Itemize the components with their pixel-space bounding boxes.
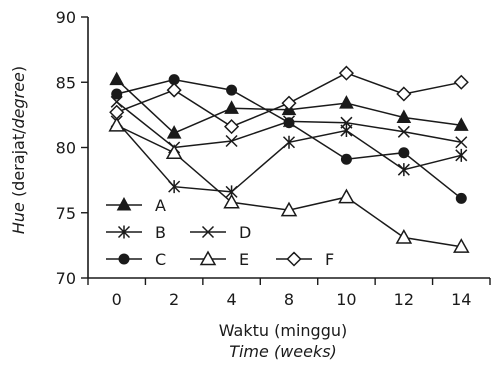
y-axis-title-english: degree xyxy=(9,72,28,129)
data-point-c xyxy=(111,88,123,100)
data-point-a xyxy=(396,109,412,123)
data-point-b xyxy=(455,148,468,162)
x-tick-label: 10 xyxy=(336,290,356,309)
legend-label-e: E xyxy=(239,250,249,269)
data-point-e xyxy=(338,188,355,204)
series-layer xyxy=(108,65,470,253)
data-point-d xyxy=(282,115,296,128)
x-axis-title: Waktu (minggu) xyxy=(219,321,347,340)
y-axis-title-main: Hue xyxy=(9,202,28,234)
data-point-e xyxy=(395,229,413,244)
x-axis-title-english: Time (weeks) xyxy=(229,342,337,361)
series-b xyxy=(110,114,468,199)
data-point-c xyxy=(226,84,238,96)
y-axis-title-paren-close: ) xyxy=(9,66,28,72)
data-point-a xyxy=(339,95,354,109)
y-tick-label: 75 xyxy=(56,204,76,223)
axes: 70 75 80 85 90 0 2 4 8 10 12 14 xyxy=(56,8,491,309)
data-point-e xyxy=(223,193,240,209)
legend-label-d: D xyxy=(239,223,251,242)
data-point-f xyxy=(281,95,297,111)
data-point-e xyxy=(453,238,470,253)
legend-marker-e xyxy=(199,250,217,266)
legend-item-e: E xyxy=(190,250,249,269)
legend-label-f: F xyxy=(325,250,334,269)
x-tick-label: 0 xyxy=(112,290,122,309)
data-point-e xyxy=(108,116,125,132)
data-point-c xyxy=(455,192,467,204)
legend-marker-f xyxy=(286,251,302,267)
data-point-b xyxy=(397,163,410,177)
x-tick-label: 2 xyxy=(169,290,179,309)
data-point-a xyxy=(453,117,469,131)
data-point-c xyxy=(283,117,295,129)
legend-label-b: B xyxy=(155,223,166,242)
data-point-a xyxy=(109,71,125,86)
y-axis-title-paren-open: (derajat/ xyxy=(9,128,28,202)
data-point-b xyxy=(168,180,181,194)
data-point-b xyxy=(282,135,296,149)
data-point-f xyxy=(453,74,469,90)
data-point-c xyxy=(168,74,180,86)
legend-marker-a xyxy=(116,196,132,211)
legend-item-f: F xyxy=(276,250,334,269)
legend-item-c: C xyxy=(106,250,166,269)
series-f xyxy=(109,65,469,135)
legend-item-b: B xyxy=(106,223,166,242)
legend-marker-b xyxy=(117,225,131,239)
data-point-d xyxy=(225,134,238,148)
x-tick-label: 8 xyxy=(284,290,294,309)
series-e xyxy=(108,116,470,253)
data-point-c xyxy=(398,147,410,159)
y-tick-label: 80 xyxy=(56,139,76,158)
data-point-f xyxy=(224,119,240,135)
x-tick-label: 12 xyxy=(394,290,414,309)
legend-label-c: C xyxy=(155,250,166,269)
data-point-f xyxy=(166,82,182,98)
data-point-d xyxy=(397,125,410,138)
legend-item-d: D xyxy=(190,223,251,242)
legend-marker-d xyxy=(201,225,215,239)
data-point-c xyxy=(340,153,352,165)
y-tick-label: 90 xyxy=(56,8,76,27)
data-point-a xyxy=(224,100,239,114)
legend-item-a: A xyxy=(106,196,166,215)
x-tick-label: 4 xyxy=(226,290,236,309)
series-c xyxy=(111,74,467,204)
data-point-d xyxy=(455,136,468,149)
data-point-f xyxy=(109,104,125,120)
legend-marker-c xyxy=(118,253,130,265)
y-axis-title: Hue (derajat/degree) xyxy=(9,66,28,234)
legend-label-a: A xyxy=(155,196,166,215)
data-point-f xyxy=(396,86,412,102)
data-point-a xyxy=(166,125,182,139)
data-point-e xyxy=(165,144,183,159)
y-tick-label: 70 xyxy=(56,269,76,288)
data-point-f xyxy=(338,65,354,81)
y-tick-label: 85 xyxy=(56,73,76,92)
data-point-e xyxy=(280,201,298,217)
x-tick-label: 14 xyxy=(451,290,471,309)
data-point-d xyxy=(110,95,123,108)
legend: AB D C E F xyxy=(106,196,334,269)
data-point-d xyxy=(340,116,353,129)
